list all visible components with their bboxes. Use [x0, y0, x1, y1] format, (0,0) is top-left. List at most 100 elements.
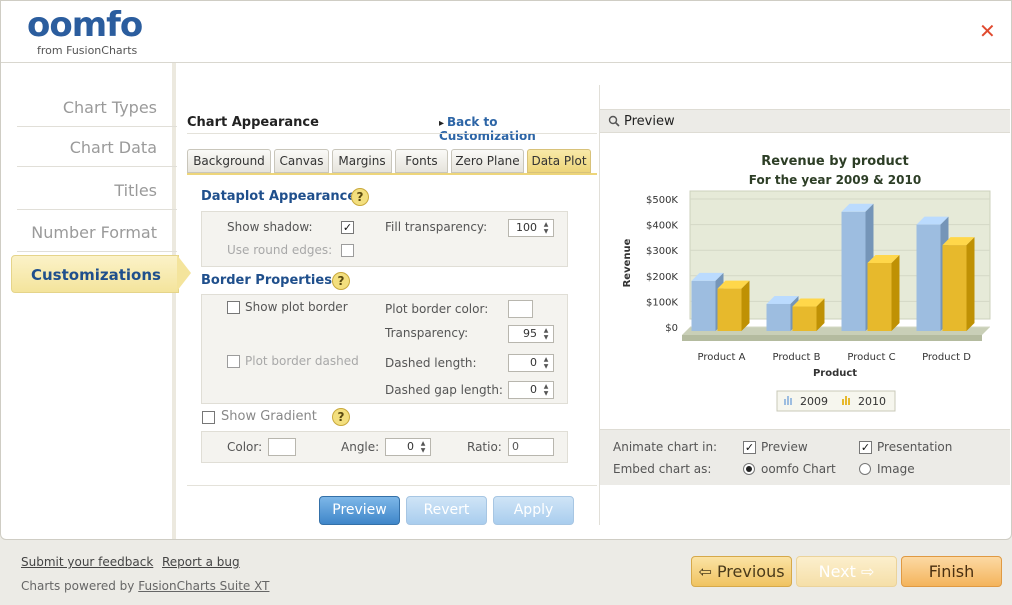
plot-floor [682, 327, 990, 335]
y-tick-label: $500K [646, 195, 678, 206]
bar-top-2010 [717, 280, 750, 289]
revert-button[interactable]: Revert [406, 496, 487, 525]
gradient-help-icon[interactable]: ? [332, 408, 350, 426]
tab-background[interactable]: Background [187, 149, 271, 173]
embed-oomfo-radio[interactable] [743, 463, 755, 475]
report-bug-link[interactable]: Report a bug [162, 555, 240, 569]
gradient-color-swatch[interactable] [268, 438, 296, 456]
legend-icon [784, 399, 786, 405]
tab-underline [187, 173, 597, 175]
apply-button[interactable]: Apply [493, 496, 574, 525]
sidebar-item-customizations[interactable]: Customizations [11, 255, 179, 293]
gradient-angle-label: Angle: [341, 440, 380, 454]
gradient-color-label: Color: [227, 440, 263, 454]
legend-box [776, 390, 896, 412]
settings-panel: Chart Appearance Back to Customization B… [187, 85, 597, 525]
sidebar-item-titles[interactable]: Titles [17, 172, 177, 210]
legend-icon [845, 396, 847, 405]
animate-presentation-label: Presentation [877, 440, 953, 454]
show-plot-border-checkbox[interactable] [227, 301, 240, 314]
embed-image-label: Image [877, 462, 915, 476]
sidebar: Chart Types Chart Data Titles Number For… [1, 63, 179, 539]
preview-button[interactable]: Preview [319, 496, 400, 525]
active-pointer [177, 255, 191, 291]
y-tick-label: $200K [646, 272, 678, 283]
logo-wordmark: oomfo [27, 5, 143, 45]
transparency-value: 95 [523, 327, 537, 340]
embed-oomfo-label: oomfo Chart [761, 462, 836, 476]
animate-label: Animate chart in: [613, 440, 718, 454]
magnifier-icon [608, 115, 620, 127]
next-label: Next [818, 562, 856, 581]
previous-button[interactable]: ⇦ Previous [691, 556, 792, 587]
finish-button[interactable]: Finish [901, 556, 1002, 587]
round-edges-label: Use round edges: [227, 243, 333, 257]
border-box: Show plot border Plot border color: Tran… [201, 294, 568, 404]
dataplot-help-icon[interactable]: ? [351, 188, 369, 206]
fill-transparency-stepper[interactable]: 100 ▲ ▼ [508, 219, 554, 237]
bar-2009 [766, 303, 791, 331]
dashed-gap-label: Dashed gap length: [385, 383, 503, 397]
fill-transparency-label: Fill transparency: [385, 220, 488, 234]
round-edges-checkbox[interactable] [341, 244, 354, 257]
section-title: Chart Appearance [187, 115, 319, 130]
next-button[interactable]: Next ⇨ [796, 556, 897, 587]
y-axis-title: Revenue [622, 238, 633, 287]
bar-top-2010 [867, 255, 900, 263]
y-tick-label: $0 [665, 323, 678, 334]
close-icon[interactable]: ✕ [979, 19, 996, 43]
animate-preview-checkbox[interactable]: ✓ [743, 441, 756, 454]
dataplot-box: Show shadow: ✓ Fill transparency: 100 ▲ ▼ … [201, 211, 568, 267]
sidebar-item-chart-types[interactable]: Chart Types [17, 89, 177, 127]
bar-2009 [841, 211, 866, 331]
show-shadow-checkbox[interactable]: ✓ [341, 221, 354, 234]
main-card: oomfo from FusionCharts ✕ Chart Types Ch… [0, 0, 1012, 540]
dashed-gap-stepper[interactable]: 0 ▲ ▼ [508, 381, 554, 399]
show-gradient-checkbox[interactable] [202, 411, 215, 424]
bar-2009 [916, 224, 941, 331]
gradient-ratio-field[interactable]: 0 [508, 438, 554, 456]
bar-top-2009 [841, 203, 874, 212]
y-tick-label: $100K [646, 297, 678, 308]
y-tick-label: $300K [646, 246, 678, 257]
border-help-icon[interactable]: ? [332, 272, 350, 290]
x-tick-label: Product D [922, 352, 971, 363]
back-to-customization-link[interactable]: Back to Customization [439, 115, 597, 143]
spinner-arrows-icon: ▲ ▼ [543, 221, 549, 235]
preview-panel: Preview Revenue by product For the year 2… [599, 85, 1010, 525]
transparency-stepper[interactable]: 95 ▲ ▼ [508, 325, 554, 343]
gradient-box: Color: Angle: 0 ▲ ▼ Ratio: 0 [201, 431, 568, 463]
spinner-arrows-icon: ▲ ▼ [543, 356, 549, 370]
submit-feedback-link[interactable]: Submit your feedback [21, 555, 154, 569]
animate-presentation-checkbox[interactable]: ✓ [859, 441, 872, 454]
tab-data-plot[interactable]: Data Plot [527, 149, 591, 173]
embed-label: Embed chart as: [613, 462, 712, 476]
tab-canvas[interactable]: Canvas [274, 149, 329, 173]
tab-zero-plane[interactable]: Zero Plane [451, 149, 524, 173]
chart-subtitle: For the year 2009 & 2010 [749, 173, 921, 187]
bar-top-2010 [792, 298, 825, 307]
show-shadow-label: Show shadow: [227, 220, 313, 234]
fusioncharts-link[interactable]: FusionCharts Suite XT [138, 579, 270, 593]
y-tick-label: $400K [646, 221, 678, 232]
legend-icon [787, 396, 789, 405]
chart-preview: Revenue by product For the year 2009 & 20… [600, 133, 1010, 429]
animate-preview-label: Preview [761, 440, 808, 454]
plot-border-dashed-checkbox[interactable] [227, 355, 240, 368]
plot-border-color-swatch[interactable] [508, 300, 533, 318]
tab-margins[interactable]: Margins [332, 149, 392, 173]
embed-image-radio[interactable] [859, 463, 871, 475]
show-plot-border-label: Show plot border [245, 300, 348, 314]
preview-options: Animate chart in: ✓ Preview ✓ Presentati… [600, 429, 1010, 485]
dashed-length-stepper[interactable]: 0 ▲ ▼ [508, 354, 554, 372]
sidebar-item-chart-data[interactable]: Chart Data [17, 129, 177, 167]
revenue-chart: Revenue by product For the year 2009 & 20… [622, 154, 991, 412]
header: oomfo from FusionCharts ✕ [1, 1, 1011, 63]
sidebar-item-number-format[interactable]: Number Format [17, 214, 177, 252]
gradient-angle-stepper[interactable]: 0 ▲ ▼ [385, 438, 431, 456]
bar-side-2010 [741, 280, 750, 331]
gradient-ratio-label: Ratio: [467, 440, 502, 454]
legend-icon [842, 399, 844, 405]
tab-fonts[interactable]: Fonts [395, 149, 448, 173]
